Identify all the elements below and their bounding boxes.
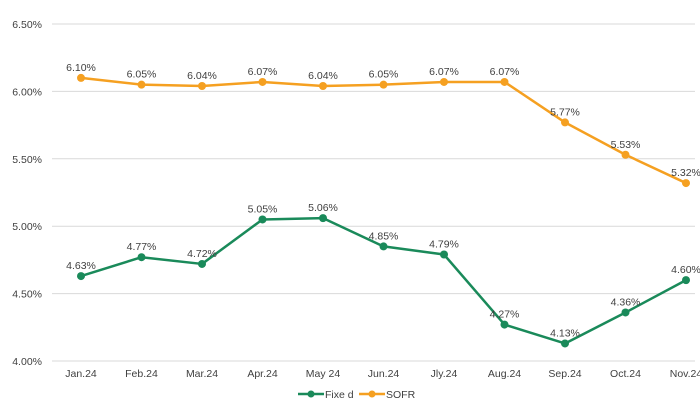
x-tick-label: Sep.24 — [548, 368, 581, 380]
legend-label: Fixe d — [325, 389, 354, 401]
legend-item-sofr[interactable]: SOFR — [359, 389, 416, 401]
data-point[interactable] — [77, 73, 85, 82]
legend[interactable]: Fixe d SOFR — [298, 389, 416, 401]
data-point[interactable] — [440, 250, 448, 259]
y-tick-label: 4.50% — [12, 289, 42, 301]
data-label: 4.60% — [671, 264, 700, 276]
data-point[interactable] — [198, 82, 206, 91]
x-tick-label: Oct.24 — [610, 368, 641, 380]
data-point[interactable] — [379, 80, 388, 89]
x-tick-label: Feb.24 — [125, 368, 158, 380]
legend-item-fixed[interactable]: Fixe d — [298, 389, 354, 401]
data-point[interactable] — [198, 259, 206, 268]
data-point[interactable] — [500, 320, 509, 329]
data-point[interactable] — [319, 214, 327, 223]
data-label: 5.53% — [611, 139, 641, 151]
x-tick-label: Aug.24 — [488, 368, 521, 380]
data-point[interactable] — [258, 77, 267, 86]
x-tick-label: Jan.24 — [65, 368, 97, 380]
data-point[interactable] — [137, 253, 146, 262]
data-point[interactable] — [621, 150, 630, 159]
y-tick-label: 6.00% — [12, 86, 42, 98]
data-label: 6.07% — [490, 66, 520, 78]
data-point[interactable] — [440, 77, 448, 86]
data-label: 6.05% — [127, 69, 157, 81]
series-group: 4.63% 4.77% 4.72% 5.05% 5.06% 4.85% 4.79% 4.27%… — [66, 62, 700, 348]
data-point[interactable] — [379, 242, 388, 251]
y-tick-label: 5.50% — [12, 154, 42, 166]
data-point[interactable] — [319, 82, 327, 91]
x-tick-label: Nov.24 — [670, 368, 700, 380]
data-point[interactable] — [258, 215, 267, 224]
legend-swatch-marker — [368, 390, 376, 398]
data-label: 5.77% — [550, 106, 580, 118]
series-sofr: 6.10% 6.05% 6.04% 6.07% 6.04% 6.05% 6.07% 6.07%… — [66, 62, 700, 188]
data-label: 4.13% — [550, 327, 580, 339]
y-tick-label: 4.00% — [12, 356, 42, 368]
data-label: 5.32% — [671, 167, 700, 179]
data-label: 4.77% — [127, 241, 157, 253]
data-point[interactable] — [137, 80, 146, 89]
series-fixed: 4.63% 4.77% 4.72% 5.05% 5.06% 4.85% 4.79% 4.27%… — [66, 202, 700, 348]
data-label: 6.07% — [429, 66, 459, 78]
data-point[interactable] — [682, 179, 690, 188]
data-label: 4.79% — [429, 239, 459, 251]
data-point[interactable] — [682, 276, 690, 285]
x-tick-label: Jly.24 — [431, 368, 458, 380]
data-label: 6.05% — [369, 69, 399, 81]
data-label: 6.04% — [187, 70, 217, 82]
data-point[interactable] — [561, 339, 569, 348]
data-label: 6.07% — [248, 66, 278, 78]
x-axis: Jan.24 Feb.24 Mar.24 Apr.24 May 24 Jun.24 Jly.… — [65, 368, 700, 380]
data-label: 4.36% — [611, 296, 641, 308]
legend-swatch-marker — [307, 390, 315, 398]
data-point[interactable] — [500, 77, 509, 86]
data-label: 5.06% — [308, 202, 338, 214]
data-point[interactable] — [621, 308, 630, 317]
data-label: 4.72% — [187, 248, 217, 260]
data-label: 6.04% — [308, 70, 338, 82]
y-tick-label: 6.50% — [12, 19, 42, 31]
series-line — [80, 76, 687, 185]
data-label: 4.63% — [66, 260, 96, 272]
x-tick-label: May 24 — [306, 368, 341, 380]
data-point[interactable] — [77, 272, 85, 281]
data-point[interactable] — [561, 118, 569, 127]
gridlines — [52, 23, 695, 362]
x-tick-label: Mar.24 — [186, 368, 218, 380]
data-label: 6.10% — [66, 62, 96, 74]
x-tick-label: Apr.24 — [247, 368, 278, 380]
y-axis: 4.00% 4.50% 5.00% 5.50% 6.00% 6.50% — [12, 19, 42, 368]
data-label: 4.27% — [490, 309, 520, 321]
x-tick-label: Jun.24 — [368, 368, 400, 380]
data-label: 5.05% — [248, 203, 278, 215]
y-tick-label: 5.00% — [12, 221, 42, 233]
data-label: 4.85% — [369, 230, 399, 242]
legend-label: SOFR — [386, 389, 416, 401]
